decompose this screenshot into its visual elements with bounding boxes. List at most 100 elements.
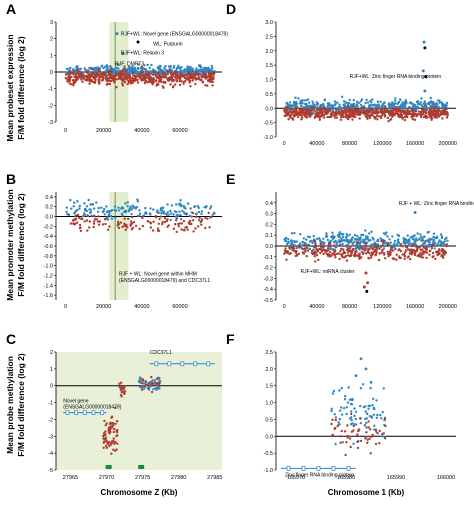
- data-point: [103, 213, 107, 216]
- x-tick-label: 40000: [134, 128, 149, 134]
- data-point: [386, 235, 389, 238]
- data-point: [167, 65, 171, 68]
- data-point: [298, 102, 301, 105]
- data-point: [354, 417, 357, 421]
- data-point: [376, 432, 379, 435]
- data-point: [169, 83, 172, 86]
- data-point: [92, 80, 95, 84]
- data-point: [146, 71, 150, 74]
- data-point: [418, 246, 421, 249]
- data-point: [391, 235, 394, 238]
- x-tick-label: 160000: [406, 304, 424, 310]
- data-point: [94, 66, 98, 69]
- data-point: [366, 441, 369, 444]
- y-tick-label: -0.5: [264, 298, 273, 304]
- data-point: [334, 426, 337, 430]
- data-point: [310, 106, 313, 109]
- data-point: [360, 250, 363, 253]
- data-point: [319, 251, 322, 255]
- data-point: [426, 231, 429, 234]
- data-point: [315, 251, 318, 254]
- data-point: [350, 410, 353, 413]
- data-point: [330, 407, 333, 410]
- data-point: [362, 233, 365, 237]
- data-point: [197, 73, 200, 76]
- data-point: [167, 224, 170, 227]
- data-point: [94, 68, 97, 72]
- data-point: [396, 109, 400, 113]
- data-point: [357, 440, 360, 443]
- data-point: [163, 220, 167, 224]
- data-point: [400, 243, 403, 246]
- data-point: [346, 248, 349, 252]
- panel-label: C: [6, 331, 16, 347]
- data-point: [152, 388, 155, 391]
- data-point: [426, 102, 430, 105]
- data-point: [388, 238, 391, 241]
- data-point: [286, 250, 289, 253]
- data-point: [135, 75, 139, 78]
- data-point: [115, 429, 118, 432]
- data-point: [393, 108, 396, 111]
- data-point: [425, 108, 428, 112]
- x-tick-label: 60000: [172, 128, 187, 134]
- data-point: [113, 81, 116, 84]
- data-point: [152, 68, 155, 72]
- data-point: [422, 246, 425, 249]
- data-point: [210, 69, 214, 73]
- data-point: [72, 205, 75, 208]
- data-point: [131, 226, 135, 230]
- panel-label: F: [226, 331, 235, 347]
- data-point: [192, 68, 195, 71]
- data-point: [436, 108, 439, 111]
- data-point: [380, 114, 384, 117]
- annotation: RJF+WL: Zinc finger RNA binding protein: [350, 74, 442, 80]
- data-point: [352, 98, 355, 102]
- data-point: [105, 440, 108, 443]
- data-point: [429, 111, 433, 114]
- data-point: [391, 105, 394, 109]
- data-point: [389, 245, 393, 249]
- data-point: [418, 238, 421, 241]
- data-point: [155, 75, 158, 79]
- data-point: [350, 430, 354, 433]
- y-tick-label: -1.0: [44, 264, 53, 270]
- data-point: [305, 110, 308, 114]
- data-point: [419, 233, 422, 236]
- data-point: [370, 416, 374, 419]
- data-point: [359, 417, 362, 420]
- data-point: [134, 66, 137, 70]
- data-point: [365, 426, 368, 429]
- data-point: [285, 108, 288, 111]
- data-point: [76, 68, 80, 71]
- data-point: [178, 83, 182, 87]
- data-point: [373, 246, 376, 249]
- data-point: [342, 248, 345, 251]
- data-point: [302, 99, 306, 102]
- data-point: [71, 219, 75, 222]
- data-point: [328, 115, 331, 119]
- data-point: [158, 217, 161, 221]
- data-point: [76, 77, 80, 80]
- data-point: [368, 110, 371, 114]
- data-point: [96, 210, 100, 213]
- data-point: [150, 390, 154, 394]
- panel-c: 2 1 0 -1 -2 -3 -4 -5 27965 27970 27975 27980 27985 No…: [6, 331, 222, 497]
- data-point: [348, 233, 351, 236]
- data-point: [339, 409, 342, 412]
- data-point: [289, 239, 293, 242]
- data-point: [127, 210, 131, 213]
- data-point: [312, 234, 315, 238]
- data-point: [365, 109, 369, 113]
- data-point: [415, 237, 418, 240]
- data-point: [424, 239, 427, 243]
- data-point: [86, 214, 89, 217]
- data-point: [101, 72, 104, 76]
- data-point: [110, 416, 113, 419]
- data-point: [107, 72, 111, 75]
- data-point: [140, 388, 144, 391]
- data-point: [384, 233, 387, 236]
- data-point: [361, 252, 365, 256]
- gene-label: Zinc finger RNA binding protein: [285, 472, 354, 478]
- data-point: [412, 249, 416, 252]
